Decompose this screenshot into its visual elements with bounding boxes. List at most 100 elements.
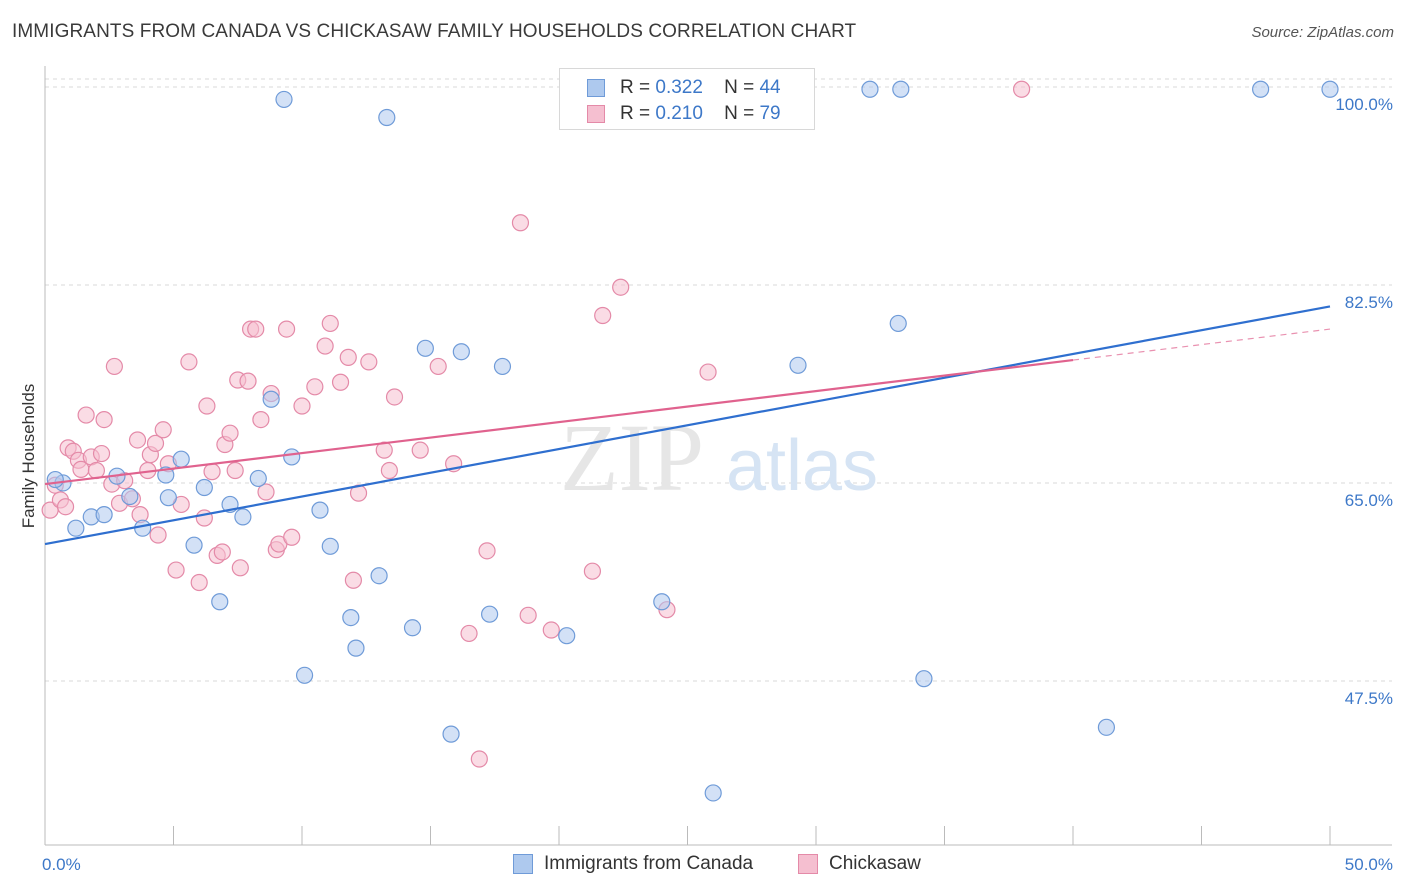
canada-point — [46, 470, 64, 489]
canada-point — [452, 343, 470, 361]
canada-point — [342, 608, 360, 627]
chickasaw-point — [277, 320, 296, 338]
canada-point — [370, 567, 388, 585]
chickasaw-point — [203, 463, 221, 481]
chickasaw-point — [283, 528, 301, 546]
canada-point — [558, 627, 576, 645]
r-value-canada: 0.322 — [655, 77, 703, 98]
canada-point — [653, 593, 671, 611]
canada-point — [416, 339, 434, 357]
canada-point — [234, 508, 252, 526]
chickasaw-point — [198, 397, 216, 415]
chickasaw-point — [195, 509, 213, 527]
chickasaw-point — [344, 571, 362, 589]
legend-text-canada: R = 0.322 N = 44 — [620, 77, 781, 99]
chickasaw-point — [149, 526, 167, 544]
chart-title: IMMIGRANTS FROM CANADA VS CHICKASAW FAMI… — [12, 21, 857, 42]
r-label: R = — [620, 77, 651, 98]
chickasaw-point — [321, 314, 339, 333]
y-tick-label: 100.0% — [1335, 95, 1393, 114]
chickasaw-point — [1012, 80, 1031, 98]
watermark: ZIP atlas — [560, 404, 878, 511]
canada-point — [195, 478, 213, 497]
chickasaw-point — [594, 306, 612, 325]
x-tick-label-max: 50.0% — [1345, 855, 1393, 874]
chickasaw-point — [231, 559, 249, 577]
chickasaw-point — [167, 561, 185, 579]
chickasaw-point — [339, 348, 357, 366]
canada-point — [892, 80, 910, 98]
chickasaw-point — [95, 410, 113, 429]
legend-swatch-chickasaw — [587, 105, 605, 123]
chickasaw-trend-line — [44, 358, 1074, 486]
canada-point — [704, 784, 722, 802]
chickasaw-point — [77, 406, 95, 424]
chickasaw-point — [385, 388, 404, 406]
chickasaw-point — [257, 483, 275, 501]
chickasaw-point — [699, 363, 717, 381]
canada-point — [789, 356, 807, 374]
chickasaw-point — [306, 378, 324, 396]
canada-point — [262, 390, 280, 408]
canada-point — [442, 725, 460, 743]
canada-point — [481, 605, 499, 623]
chickasaw-point — [252, 410, 270, 429]
canada-point — [134, 519, 152, 537]
chickasaw-point — [247, 320, 265, 338]
canada-point — [67, 519, 85, 537]
chickasaw-point — [190, 573, 208, 592]
y-axis-title: Family Households — [19, 383, 38, 529]
canada-point — [185, 536, 203, 554]
chickasaw-point — [612, 278, 630, 296]
r-value-chickasaw: 0.210 — [655, 103, 703, 124]
chickasaw-trend-extension — [1072, 328, 1331, 361]
chickasaw-point — [411, 441, 429, 459]
bottom-legend-swatch-chickasaw — [798, 854, 818, 874]
watermark-atlas: atlas — [726, 426, 878, 506]
canada-point — [1097, 718, 1116, 736]
canada-point — [172, 450, 190, 468]
axes — [44, 66, 1392, 846]
canada-point — [249, 469, 267, 488]
n-label: N = — [724, 77, 755, 98]
canada-point — [403, 619, 422, 637]
canada-point — [275, 90, 293, 109]
chickasaw-point — [460, 624, 478, 643]
bottom-legend-label-canada: Immigrants from Canada — [544, 853, 754, 874]
bottom-legend-label-chickasaw: Chickasaw — [829, 853, 921, 874]
canada-point — [915, 670, 933, 688]
bottom-legend-swatch-canada — [513, 854, 533, 874]
chickasaw-point — [213, 543, 231, 561]
chickasaw-point — [542, 621, 560, 639]
watermark-zip: ZIP — [560, 404, 704, 511]
canada-point — [283, 448, 301, 466]
chickasaw-point — [316, 337, 334, 355]
y-tick-label: 47.5% — [1345, 689, 1393, 708]
chickasaw-point — [511, 214, 530, 232]
chickasaw-point — [146, 434, 165, 452]
chickasaw-point — [429, 357, 447, 376]
chickasaw-point — [380, 461, 398, 480]
chickasaw-point — [221, 424, 239, 442]
chickasaw-point — [470, 750, 488, 768]
chickasaw-point — [180, 353, 198, 371]
canada-point — [347, 639, 365, 657]
chickasaw-point — [92, 444, 111, 463]
y-tick-label: 82.5% — [1345, 293, 1393, 312]
chickasaw-point — [56, 498, 75, 516]
canada-point — [159, 489, 177, 507]
canada-point — [1321, 80, 1339, 98]
canada-point — [311, 501, 329, 519]
chickasaw-point — [293, 397, 311, 415]
n-label: N = — [724, 103, 755, 124]
r-label: R = — [620, 103, 651, 124]
canada-point — [321, 537, 339, 555]
canada-point — [493, 357, 512, 376]
chickasaw-point — [519, 606, 537, 624]
n-value-chickasaw: 79 — [759, 103, 781, 124]
source-label: Source: ZipAtlas.com — [1251, 24, 1394, 41]
canada-point — [1252, 80, 1270, 98]
canada-point — [861, 80, 879, 98]
tick-labels: 47.5% 65.0% 82.5% 100.0% 0.0% 50.0% — [42, 95, 1393, 874]
